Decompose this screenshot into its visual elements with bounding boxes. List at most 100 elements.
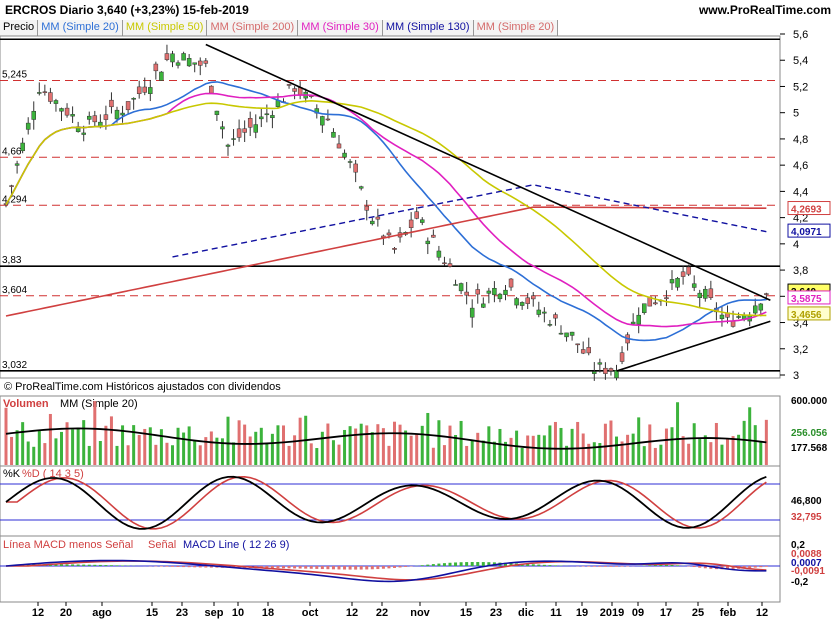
candle-body — [64, 107, 70, 116]
x-tick-label: 23 — [176, 607, 188, 619]
macd-hist-bar — [370, 566, 374, 570]
volume-bar — [254, 431, 258, 465]
x-tick-label: 22 — [376, 607, 388, 619]
candle-body — [481, 303, 486, 308]
volume-ma-label: MM (Simple 20) — [60, 398, 138, 410]
candle-body — [420, 219, 425, 223]
volume-bar — [637, 417, 641, 465]
volume-bar — [48, 413, 52, 465]
indicator-label[interactable]: MM (Simple 30) — [298, 20, 383, 36]
candle-body — [464, 291, 469, 296]
indicator-label[interactable]: MM (Simple 50) — [122, 20, 208, 36]
macd-hist-bar — [670, 564, 674, 566]
indicator-label[interactable]: MM (Simple 20) — [38, 20, 123, 36]
candle-body — [453, 284, 458, 286]
macd-hist-bar — [659, 564, 663, 566]
volume-bar — [143, 428, 147, 465]
macd-hist-bar — [592, 566, 596, 567]
volume-bar — [642, 446, 646, 465]
volume-bar — [121, 425, 125, 465]
volume-bar — [4, 407, 8, 465]
macd-hist-bar — [620, 566, 624, 567]
candle-body — [642, 303, 647, 314]
volume-bar — [626, 434, 630, 465]
indicator-label[interactable]: Precio — [0, 20, 39, 36]
macd-hist-bar — [764, 566, 768, 567]
candle-body — [231, 138, 236, 140]
indicator-label[interactable]: MM (Simple 20) — [473, 20, 559, 36]
volume-bar — [287, 445, 291, 465]
macd-hist-bar — [76, 564, 80, 566]
candle-body — [364, 205, 369, 211]
volume-bar — [165, 442, 169, 465]
macd-hist-bar — [465, 562, 469, 566]
macd-hist-bar — [87, 564, 91, 566]
candle-body — [686, 266, 691, 275]
price-badge — [787, 223, 831, 238]
candle-body — [286, 84, 292, 86]
volume-bar — [570, 428, 574, 465]
candle-body — [170, 53, 175, 63]
macd-hist-bar — [481, 562, 485, 566]
price-tick-label: 3,8 — [793, 265, 808, 277]
macd-hist-bar — [448, 562, 452, 566]
macd-hist-bar — [609, 566, 613, 567]
macd-axis-label: 0,2 — [791, 540, 805, 551]
candle-body — [253, 124, 258, 133]
volume-bar — [548, 425, 552, 465]
macd-hist-bar — [159, 566, 163, 567]
macd-hist-bar — [115, 565, 119, 566]
site-link[interactable]: www.ProRealTime.com — [698, 3, 831, 17]
macd-hist-bar — [337, 566, 341, 570]
x-tick-label: oct — [302, 607, 319, 619]
candle-body — [142, 86, 147, 93]
macd-axis-label: 0,0088 — [791, 549, 822, 560]
volume-bar — [576, 421, 580, 465]
volume-bar — [126, 445, 130, 465]
volume-bar — [215, 437, 219, 465]
macd-hist-bar — [187, 566, 191, 568]
candle-body — [580, 349, 586, 354]
indicator-legend: Precio MM (Simple 20) MM (Simple 50) MM (Si… — [0, 20, 559, 36]
volume-bar — [431, 447, 435, 465]
volume-bar — [537, 434, 541, 465]
volume-bar — [737, 434, 741, 465]
x-tick-label: feb — [720, 607, 737, 619]
candle-body — [42, 91, 48, 93]
x-tick-label: nov — [410, 607, 430, 619]
indicator-label[interactable]: MM (Simple 200) — [207, 20, 299, 36]
candle-body — [492, 287, 497, 296]
macd-line-label: MACD Line ( 12 26 9) — [183, 539, 289, 551]
price-tick-label: 3 — [793, 370, 799, 382]
volume-axis-label: 600.000 — [791, 396, 828, 407]
candle-body — [475, 289, 480, 295]
volume-bar — [370, 432, 374, 465]
volume-bar — [592, 442, 596, 465]
macd-hist-bar — [293, 566, 297, 569]
candle-body — [225, 144, 231, 147]
volume-bar — [714, 422, 718, 465]
volume-bar — [504, 441, 507, 465]
macd-hist-bar — [459, 562, 463, 566]
candle-body — [697, 292, 702, 298]
macd-hist-bar — [442, 563, 446, 566]
candle-body — [386, 232, 392, 236]
candle-body — [175, 62, 181, 66]
volume-bar — [759, 441, 763, 465]
volume-bar — [698, 437, 702, 465]
price-badge — [787, 306, 831, 321]
candle-body — [31, 110, 36, 120]
volume-bar — [615, 436, 618, 465]
candle-body — [758, 303, 764, 311]
candle-body — [70, 114, 75, 117]
x-tick-label: 09 — [632, 607, 644, 619]
macd-hist-bar — [526, 563, 530, 566]
x-tick-label: 19 — [576, 607, 588, 619]
volume-bar — [87, 445, 91, 465]
volume-bar — [742, 420, 746, 465]
candle-body — [525, 297, 530, 304]
stoch-d-label: %D ( 14 3 5) — [22, 468, 84, 480]
indicator-label[interactable]: MM (Simple 130) — [382, 20, 474, 36]
volume-bar — [731, 436, 735, 465]
